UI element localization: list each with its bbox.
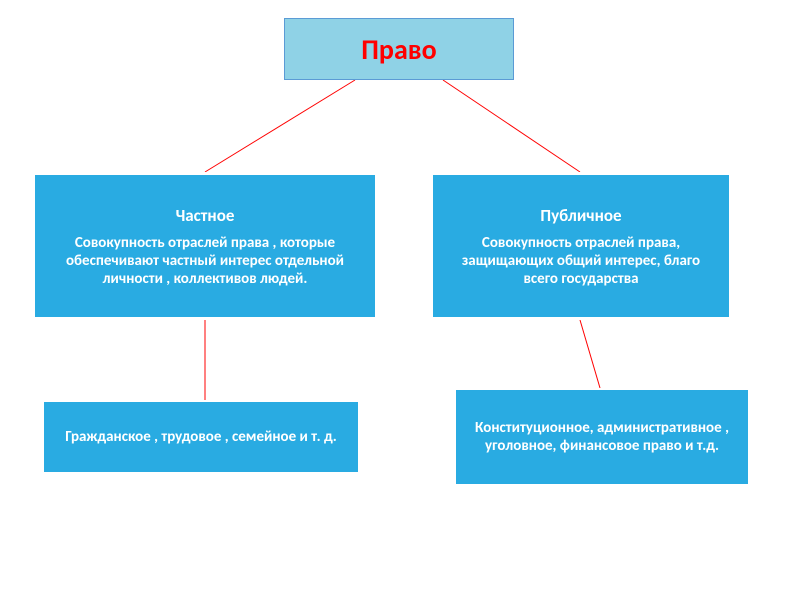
leaf-right-body: Конституционное, административное , угол… xyxy=(468,419,736,455)
connector-line xyxy=(580,320,600,388)
connector-line xyxy=(205,80,355,172)
branch-right-body: Совокупность отраслей права, защищающих … xyxy=(445,234,717,288)
branch-left-title: Частное xyxy=(176,205,235,226)
root-label: Право xyxy=(361,32,436,67)
branch-right: Публичное Совокупность отраслей права, з… xyxy=(430,172,732,320)
root-node: Право xyxy=(284,18,514,80)
leaf-right: Конституционное, административное , угол… xyxy=(454,388,750,486)
branch-left: Частное Совокупность отраслей права , ко… xyxy=(32,172,378,320)
branch-left-body: Совокупность отраслей права , которые об… xyxy=(47,234,363,288)
branch-right-title: Публичное xyxy=(540,205,621,226)
leaf-left: Гражданское , трудовое , семейное и т. д… xyxy=(42,400,360,474)
connector-line xyxy=(443,80,580,172)
leaf-left-body: Гражданское , трудовое , семейное и т. д… xyxy=(65,428,336,446)
